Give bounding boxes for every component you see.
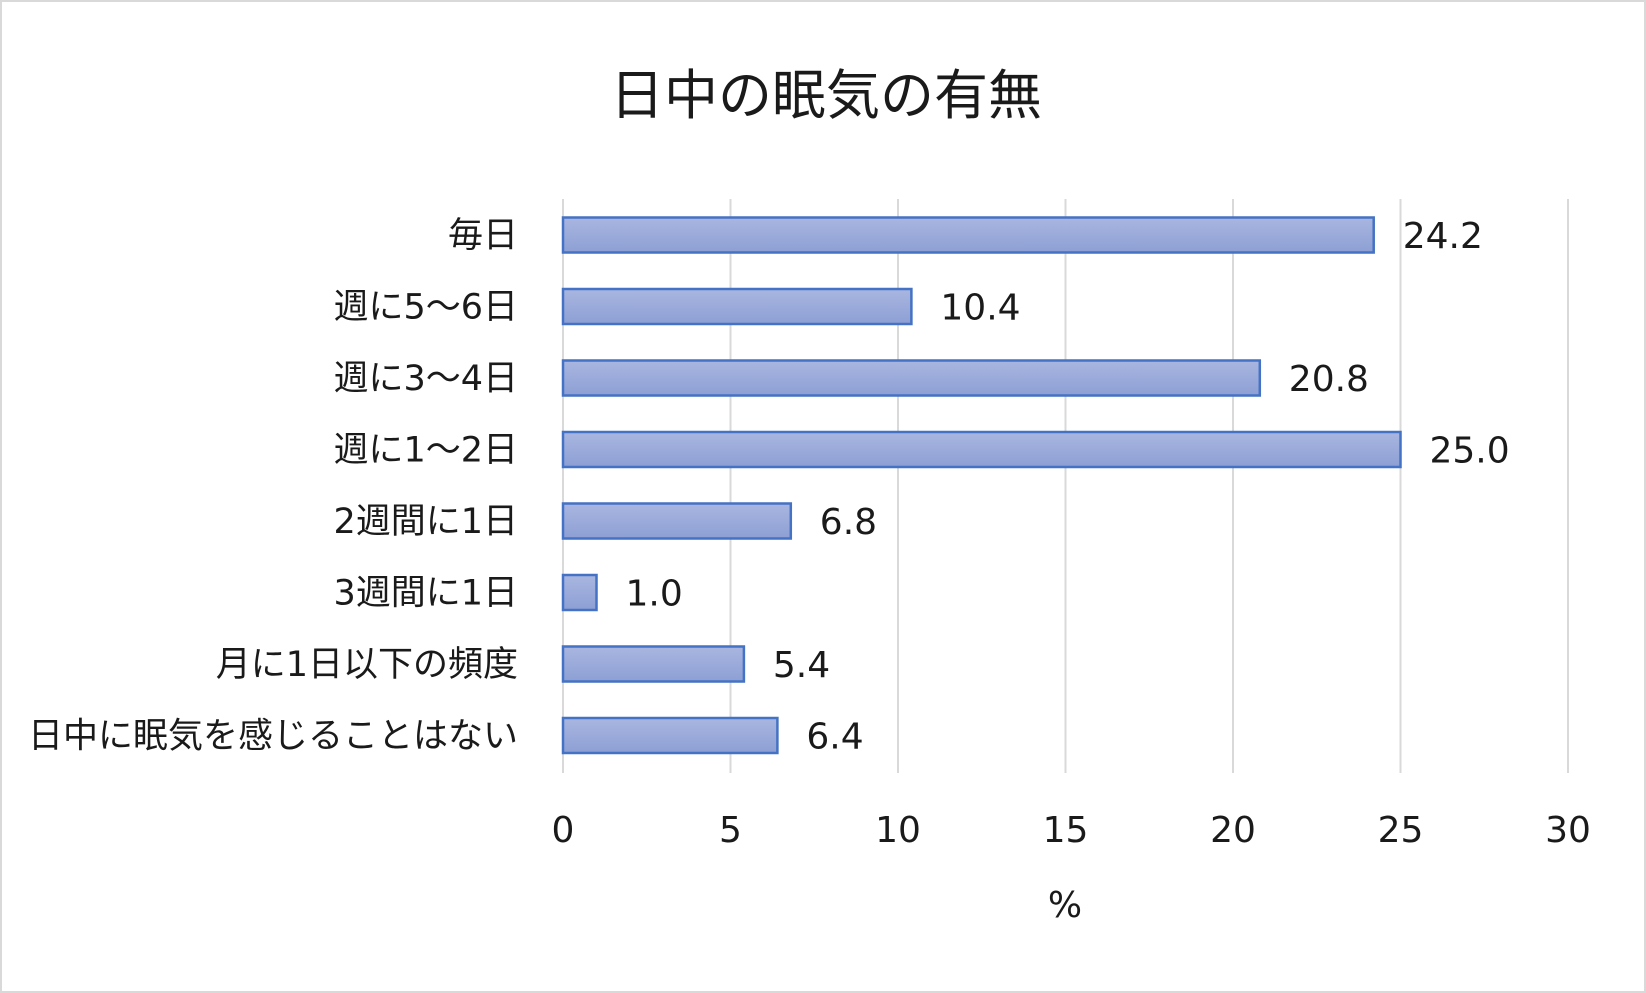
data-label: 6.4 — [806, 717, 863, 758]
data-label: 24.2 — [1403, 216, 1483, 257]
x-tick-label: 25 — [1378, 810, 1424, 851]
gridlines — [562, 199, 1569, 773]
data-label: 20.8 — [1289, 359, 1369, 400]
bar — [561, 359, 1262, 397]
x-tick-label: 5 — [719, 810, 742, 851]
category-label: 3週間に1日 — [333, 574, 518, 614]
data-label: 5.4 — [773, 645, 830, 686]
bars — [561, 216, 1402, 755]
data-labels: 24.2 10.4 20.8 25.0 6.8 1.0 5.4 6.4 — [626, 216, 1510, 758]
bar — [561, 573, 598, 612]
bar — [561, 645, 746, 683]
category-label: 月に1日以下の頻度 — [216, 645, 518, 685]
chart-title: 日中の眠気の有無 — [610, 64, 1042, 127]
bar — [561, 430, 1402, 469]
category-label: 週に1～2日 — [333, 431, 518, 471]
x-tick-label: 20 — [1210, 810, 1256, 851]
x-tick-label: 0 — [552, 810, 575, 851]
x-tick-label: 15 — [1043, 810, 1089, 851]
x-tick-label: 10 — [875, 810, 921, 851]
x-tick-label: 30 — [1545, 810, 1591, 851]
bar — [561, 502, 793, 540]
data-label: 6.8 — [820, 502, 877, 543]
x-axis-title: % — [1048, 885, 1082, 926]
x-tick-labels: 0 5 10 15 20 25 30 — [552, 810, 1591, 851]
bar — [561, 216, 1375, 254]
category-label: 週に3～4日 — [333, 359, 518, 399]
category-label: 2週間に1日 — [333, 502, 518, 542]
bar — [561, 716, 779, 755]
category-label: 日中に眠気を感じることはない — [28, 717, 518, 757]
data-label: 10.4 — [940, 288, 1020, 329]
data-label: 25.0 — [1430, 431, 1510, 472]
bar — [561, 287, 913, 326]
data-label: 1.0 — [626, 574, 683, 615]
category-label: 週に5～6日 — [333, 288, 518, 328]
category-label: 毎日 — [448, 216, 518, 256]
